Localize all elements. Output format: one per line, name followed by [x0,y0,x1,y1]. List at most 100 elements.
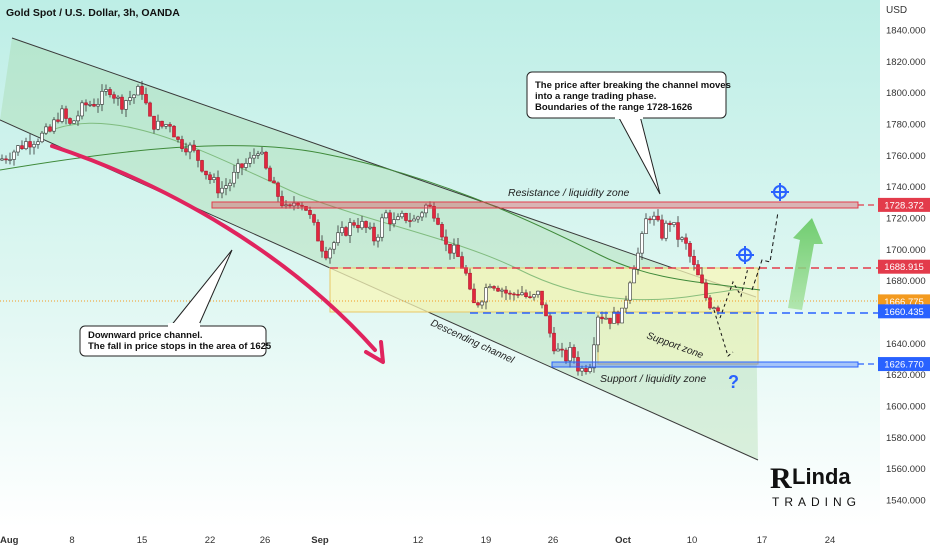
time-axis[interactable]: Aug 8 15 22 26 Sep 12 19 26 Oct 10 17 24 [0,535,835,546]
candle-body [480,301,484,306]
svg-text:R: R [770,462,792,495]
candle-body [216,177,220,194]
x-tick-label: 22 [205,535,216,546]
candle-body [276,182,280,197]
candle-body [44,126,48,134]
x-tick-label: Sep [311,535,329,546]
y-tick-label: 1740.000 [886,182,926,193]
brand-name-bottom: TRADING [772,495,861,509]
target-icon[interactable] [736,246,754,264]
candle-body [332,242,336,250]
candle-body [256,153,260,156]
candle-body [128,97,132,101]
candle-body [384,212,388,219]
candle-body [604,317,608,320]
candle-body [396,216,400,220]
y-tick-label: 1820.000 [886,57,926,68]
candle-body [24,141,28,150]
candle-body [420,212,424,218]
candle-body [548,315,552,334]
candle-body [76,115,80,122]
x-tick-label: 24 [825,535,836,546]
candle-body [240,163,244,168]
target-icon[interactable] [771,183,789,201]
callout-top-line-1: The price after breaking the channel mov… [535,80,731,91]
symbol-title: Gold Spot / U.S. Dollar, 3h, OANDA [6,7,180,19]
projection-up-1 [719,267,749,319]
candle-body [680,237,684,240]
candle-body [364,221,368,228]
candle-body [20,145,24,150]
candle-body [84,102,88,106]
candle-body [580,368,584,372]
callout-top-line-3: Boundaries of the range 1728-1626 [535,102,692,113]
candle-body [584,368,588,372]
candle-body [312,214,316,223]
candle-body [228,182,232,186]
candle-body [368,226,372,229]
candle-body [272,180,276,184]
candle-body [448,243,452,254]
candle-body [520,292,524,296]
question-mark-icon: ? [728,372,739,392]
candle-body [452,244,456,254]
callout-range-note: The price after breaking the channel mov… [526,71,731,195]
candle-body [552,332,556,352]
candle-body [704,282,708,299]
candle-body [600,316,604,320]
red-arrow-head [364,340,385,364]
candle-body [172,125,176,138]
candle-body [120,96,124,110]
candle-body [380,217,384,238]
candle-body [184,148,188,153]
candle-body [72,120,76,124]
support-liquidity-label: Support / liquidity zone [600,373,706,385]
candle-body [672,222,676,225]
price-tag [878,259,930,274]
candle-body [684,237,688,244]
candle-body [696,264,700,276]
candle-body [296,202,300,206]
callout-channel-note: Downward price channel. The fall in pric… [79,249,272,357]
candle-body [112,94,116,99]
candle-body [224,185,228,189]
candle-body [108,89,112,95]
price-tag-label: 1666.775 [884,297,924,308]
candle-body [472,288,476,304]
candle-body [144,94,148,104]
candle-body [348,222,352,236]
candle-body [352,222,356,226]
candle-body [116,96,120,99]
candle-body [612,311,616,324]
candle-body [568,347,572,362]
candle-body [180,139,184,149]
candle-body [408,220,412,222]
candle-body [688,243,692,257]
ma-slow-line [0,145,761,291]
candle-body [564,349,568,362]
candle-body [372,226,376,242]
candle-body [132,94,136,99]
candle-body [92,104,96,107]
candle-body [140,86,144,95]
candle-body [708,297,712,309]
candle-body [16,145,20,153]
y-tick-label: 1840.000 [886,26,926,37]
candle-body [340,227,344,234]
candle-body [588,367,592,372]
candle-body [48,126,52,132]
candle-body [528,296,532,298]
candle-body [160,120,164,127]
candle-body [476,302,480,306]
candle-body [248,157,252,164]
candle-body [436,217,440,225]
y-tick-label: 1720.000 [886,214,926,225]
candle-body [220,187,224,194]
candle-body [12,151,16,160]
candle-body [96,104,100,107]
projection-up-2 [751,211,779,291]
red-trend-arrow [50,144,377,352]
candle-body [692,256,696,265]
